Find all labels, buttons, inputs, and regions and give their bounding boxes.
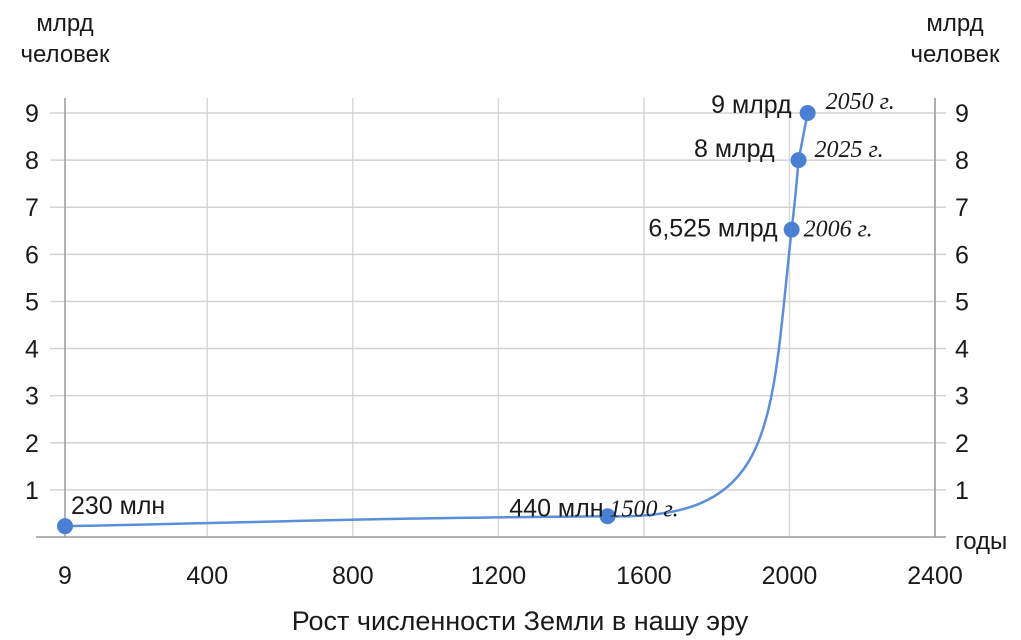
y-tick-label-left: 5 (25, 288, 39, 316)
y-tick-label-left: 6 (25, 241, 39, 269)
right-unit-label-line2: человек (910, 41, 1000, 68)
y-tick-label-right: 3 (955, 383, 969, 411)
data-year-label: 2025 г. (815, 137, 884, 163)
data-point-marker (790, 152, 807, 169)
data-point-marker (783, 221, 800, 238)
x-tick-label: 1200 (471, 562, 527, 590)
x-tick-label: 800 (332, 562, 374, 590)
data-value-label: 230 млн (71, 492, 165, 520)
data-value-label: 8 млрд (694, 135, 775, 163)
chart-grid (50, 98, 946, 537)
left-unit-label-line1: млрд (36, 10, 93, 37)
data-point-marker (57, 518, 73, 535)
y-tick-label-left: 7 (25, 194, 39, 222)
y-tick-label-right: 9 (955, 100, 969, 128)
y-tick-label-left: 2 (25, 430, 39, 458)
data-year-label: 2050 г. (826, 89, 895, 115)
x-tick-label: 9 (58, 562, 72, 590)
y-tick-label-right: 5 (955, 288, 969, 316)
data-labels: 230 млн 440 млн 1500 г. 6,525 млрд 2006 г. 8 … (71, 89, 895, 522)
x-tick-label: 400 (186, 562, 228, 590)
chart-axes (36, 98, 946, 538)
y-tick-label-right: 6 (955, 241, 969, 269)
y-tick-label-left: 9 (25, 100, 39, 128)
y-tick-label-left: 1 (25, 477, 39, 505)
y-tick-label-right: 4 (955, 336, 969, 364)
population-curve (64, 112, 809, 528)
y-tick-label-right: 1 (955, 477, 969, 505)
x-tick-label: 1600 (616, 562, 672, 590)
chart-tick-labels: 1 1 2 2 3 3 4 4 5 5 6 6 7 7 8 8 9 9 9 400 800 1200 1600 2000 240… (25, 100, 969, 590)
data-point-marker (799, 105, 816, 121)
y-tick-label-left: 8 (25, 147, 39, 175)
left-unit-label-line2: человек (20, 41, 110, 68)
x-tick-label: 2400 (907, 562, 963, 590)
right-unit-label-line1: млрд (926, 10, 983, 37)
data-value-label: 440 млн (509, 494, 603, 522)
x-tick-label: 2000 (762, 562, 818, 590)
chart-title: Рост численности Земли в нашу эру (292, 606, 749, 636)
y-tick-label-left: 3 (25, 383, 39, 411)
data-year-label: 2006 г. (804, 217, 873, 243)
y-tick-label-left: 4 (25, 336, 39, 364)
data-value-label: 9 млрд (711, 91, 792, 119)
data-year-label: 1500 г. (610, 496, 679, 522)
y-tick-label-right: 7 (955, 194, 969, 222)
y-tick-label-right: 8 (955, 147, 969, 175)
data-point-marker (599, 508, 616, 525)
x-unit-label: годы (955, 528, 1007, 555)
data-points (57, 105, 816, 535)
data-value-label: 6,525 млрд (648, 215, 778, 243)
y-tick-label-right: 2 (955, 430, 969, 458)
